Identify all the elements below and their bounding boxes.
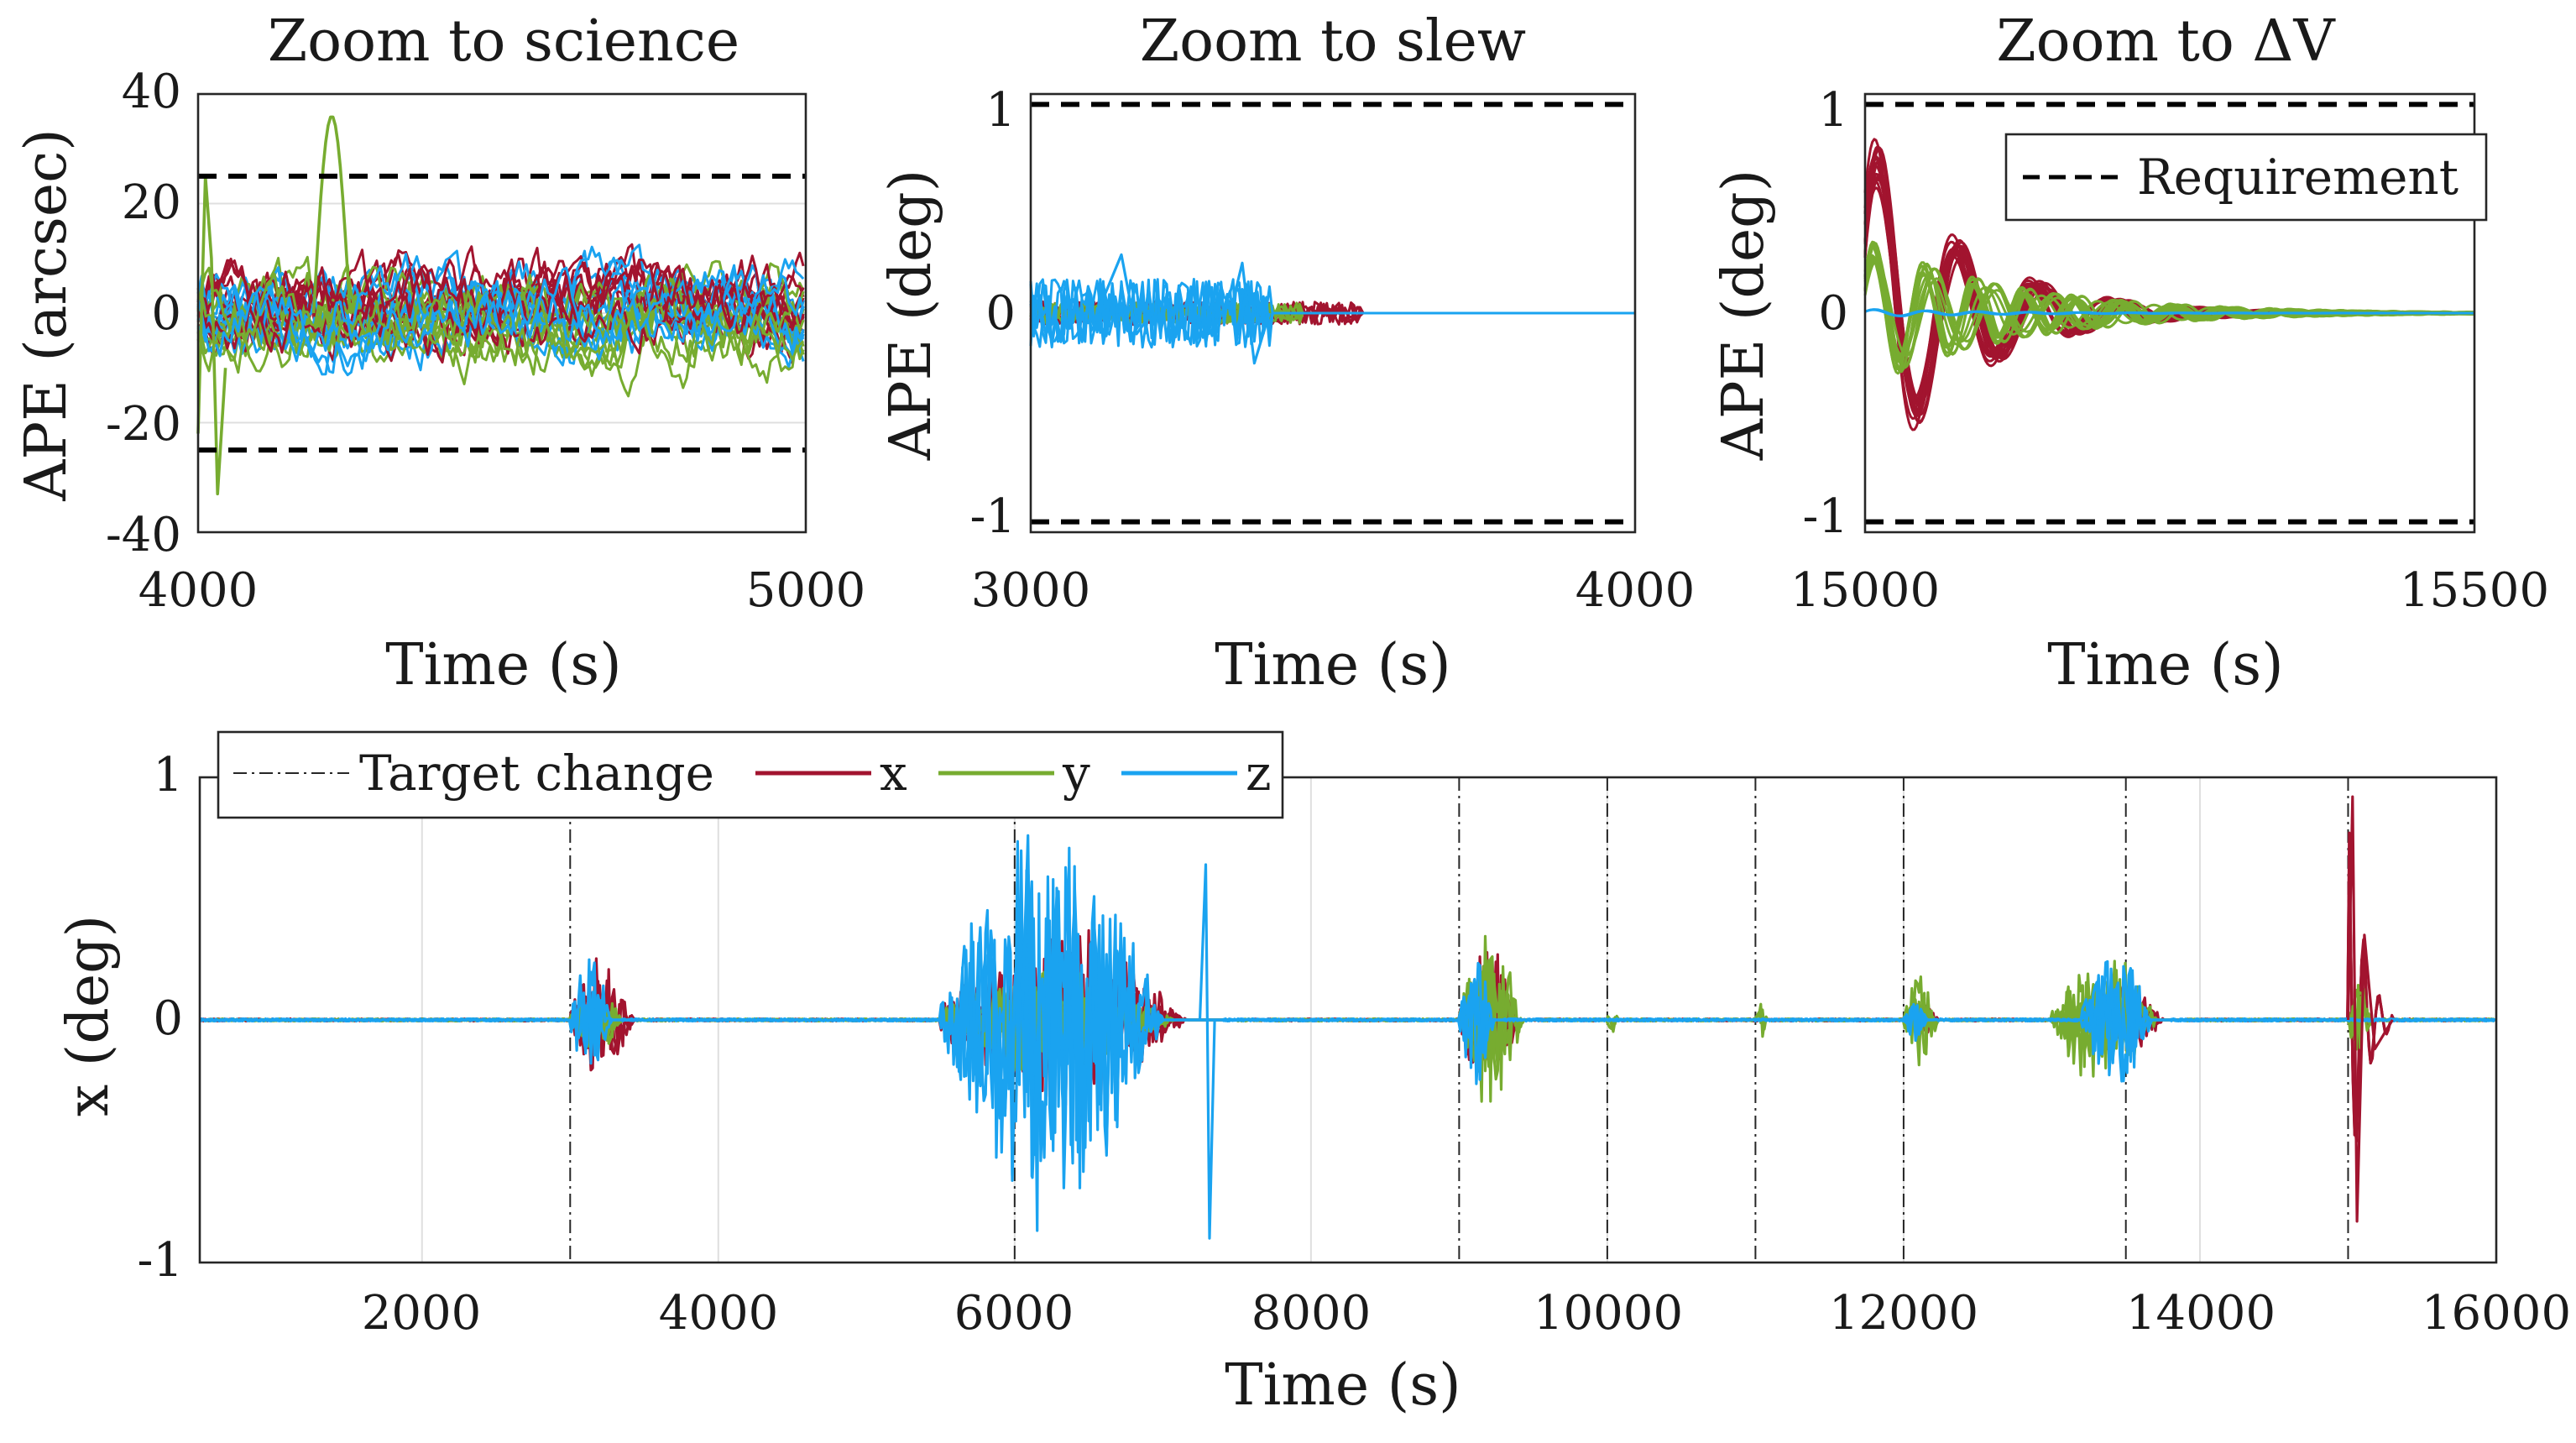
slew-zoom-ytick: 0 bbox=[985, 286, 1016, 341]
science-zoom-title: Zoom to science bbox=[268, 8, 739, 75]
slew-zoom-xtick: 3000 bbox=[971, 563, 1091, 618]
series-z-spike bbox=[1229, 261, 1271, 365]
series-z-trace bbox=[1029, 278, 1635, 348]
slew-zoom-xlabel: Time (s) bbox=[1215, 632, 1450, 698]
series-z-trace bbox=[199, 865, 2496, 1232]
series-z-spike bbox=[1095, 253, 1153, 336]
series-x-spike bbox=[2346, 795, 2394, 1223]
full-timeline-panel: x (deg) Time (s) 2000 4000 6000 8000 100… bbox=[55, 730, 2571, 1419]
slew-zoom-ytick: -1 bbox=[969, 489, 1016, 544]
deltav-zoom-title: Zoom to ΔV bbox=[1996, 8, 2336, 75]
timeline-ytick: 0 bbox=[153, 991, 183, 1046]
timeline-xtick: 8000 bbox=[1251, 1286, 1372, 1341]
deltav-zoom-ytick: -1 bbox=[1802, 489, 1848, 544]
series-z-trace bbox=[1864, 308, 2474, 317]
series-y-spike bbox=[311, 115, 352, 314]
deltav-zoom-xlabel: Time (s) bbox=[2047, 632, 2283, 698]
science-zoom-ytick: 40 bbox=[122, 65, 181, 119]
slew-zoom-ylabel: APE (deg) bbox=[878, 170, 944, 461]
slew-zoom-xtick: 4000 bbox=[1575, 563, 1696, 618]
timeline-xtick: 4000 bbox=[659, 1286, 779, 1341]
timeline-legend: Target change x y z bbox=[217, 730, 1284, 819]
deltav-zoom-ytick: 0 bbox=[1818, 286, 1848, 341]
deltav-zoom-ytick: 1 bbox=[1818, 83, 1848, 138]
science-zoom-ytick: -20 bbox=[106, 397, 181, 452]
requirement-legend: Requirement bbox=[2004, 133, 2488, 222]
timeline-ylabel: x (deg) bbox=[55, 915, 122, 1116]
timeline-xtick: 12000 bbox=[1829, 1286, 1978, 1341]
science-zoom-ytick: -40 bbox=[106, 508, 181, 562]
series-y-trace bbox=[1863, 240, 2474, 375]
science-zoom-ylabel: APE (arcsec) bbox=[13, 128, 80, 502]
timeline-ytick: 1 bbox=[153, 748, 183, 803]
axes-box bbox=[198, 776, 2498, 1264]
timeline-xtick: 6000 bbox=[954, 1286, 1074, 1341]
legend-target-change-label: Target change bbox=[359, 745, 714, 802]
axes-box bbox=[196, 92, 807, 534]
series-z-trace bbox=[197, 253, 805, 377]
science-zoom-xlabel: Time (s) bbox=[385, 632, 621, 698]
timeline-xtick: 14000 bbox=[2126, 1286, 2276, 1341]
legend-x-label: x bbox=[880, 745, 907, 802]
timeline-xtick: 2000 bbox=[362, 1286, 482, 1341]
series-y-spike bbox=[196, 175, 227, 496]
science-zoom-ytick: 0 bbox=[151, 286, 181, 341]
timeline-ytick: -1 bbox=[137, 1233, 183, 1288]
slew-zoom-title: Zoom to slew bbox=[1140, 8, 1526, 75]
deltav-zoom-panel: Zoom to ΔV APE (deg) Time (s) 15000 1550… bbox=[1711, 8, 2549, 698]
axes-box bbox=[1863, 92, 2476, 534]
series-z-spike bbox=[1198, 863, 1216, 1240]
slew-zoom-ytick: 1 bbox=[985, 83, 1016, 138]
series-z-trace bbox=[196, 274, 805, 358]
slew-zoom-panel: Zoom to slew APE (deg) Time (s) 3000 400… bbox=[878, 8, 1695, 698]
deltav-zoom-xtick: 15500 bbox=[2400, 563, 2549, 618]
timeline-xtick: 16000 bbox=[2422, 1286, 2571, 1341]
axes-box bbox=[1029, 92, 1637, 534]
legend-y-label: y bbox=[1062, 745, 1090, 802]
timeline-xlabel: Time (s) bbox=[1225, 1352, 1460, 1419]
science-zoom-panel: Zoom to science APE (arcsec) Time (s) 40… bbox=[13, 8, 865, 698]
deltav-zoom-ylabel: APE (deg) bbox=[1711, 170, 1777, 461]
legend-z-label: z bbox=[1246, 745, 1272, 802]
legend-requirement-label: Requirement bbox=[2137, 149, 2458, 206]
timeline-xtick: 10000 bbox=[1534, 1286, 1683, 1341]
science-zoom-ytick: 20 bbox=[122, 175, 181, 230]
science-zoom-xtick: 4000 bbox=[138, 563, 259, 618]
science-zoom-xtick: 5000 bbox=[746, 563, 866, 618]
deltav-zoom-xtick: 15000 bbox=[1790, 563, 1940, 618]
series-z-spike bbox=[1021, 834, 1040, 1179]
